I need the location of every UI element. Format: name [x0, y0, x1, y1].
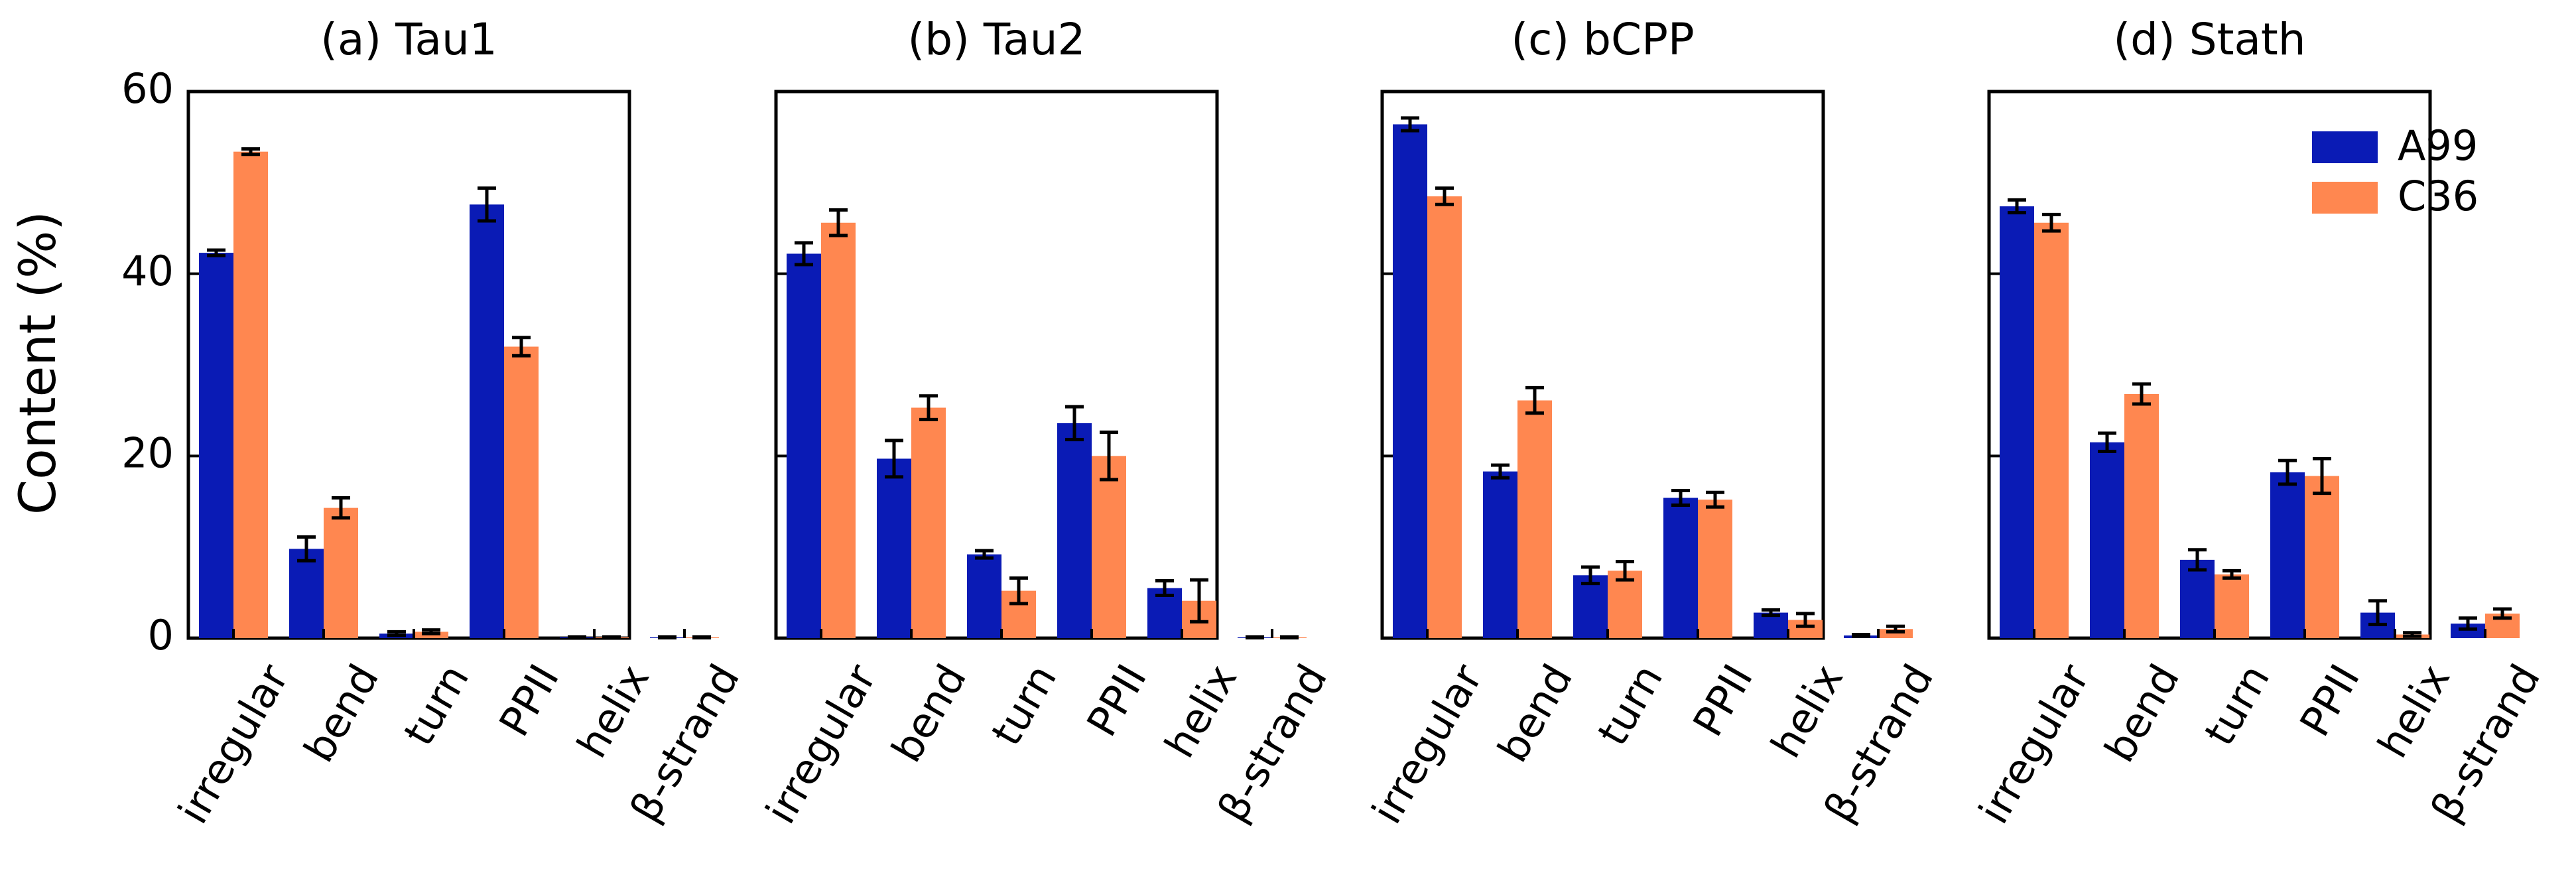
panel-title: (a) Tau1	[320, 14, 497, 65]
x-tick-label: irregular	[1362, 656, 1492, 832]
y-axis-label: Content (%)	[8, 211, 67, 515]
bar-c36-bend	[1517, 400, 1552, 638]
bar-a99-irregular	[2000, 206, 2034, 638]
y-tick-label: 0	[148, 611, 174, 659]
bar-c36-ppii	[2305, 476, 2339, 638]
bar-c36-turn	[1608, 570, 1642, 638]
bar-a99-bend	[289, 549, 324, 638]
bar-a99-ppii	[470, 204, 504, 638]
y-tick-label: 20	[121, 429, 174, 477]
y-axis-label-group: Content (%)	[8, 211, 67, 515]
panel-title: (c) bCPP	[1511, 14, 1694, 65]
x-tick-label: bend	[294, 656, 388, 770]
x-tick-label: helix	[1762, 656, 1853, 766]
bar-a99-turn	[2180, 559, 2215, 638]
x-tick-label: irregular	[756, 656, 885, 832]
x-tick-label: helix	[2368, 656, 2460, 766]
bar-a99-irregular	[787, 253, 821, 638]
x-tick-label: helix	[568, 656, 659, 766]
bar-c36-ppii	[1092, 456, 1126, 638]
bar-a99-turn	[967, 554, 1001, 638]
bar-a99-bend	[2090, 442, 2124, 638]
bar-c36-irregular	[233, 151, 268, 638]
bar-c36-ppii	[504, 346, 539, 638]
bar-c36-ppii	[1698, 500, 1732, 638]
x-tick-label: helix	[1155, 656, 1247, 766]
bar-c36-turn	[2215, 574, 2249, 638]
bar-c36-irregular	[821, 222, 856, 638]
bar-a99-bend	[1483, 471, 1517, 638]
bar-a99-irregular	[1393, 124, 1427, 638]
x-tick-label: PPII	[2290, 656, 2369, 744]
bar-c36-bend	[911, 407, 946, 638]
x-tick-label: bend	[1488, 656, 1582, 770]
x-tick-label: turn	[394, 656, 478, 754]
legend-label: C36	[2398, 172, 2479, 220]
x-tick-label: bend	[2095, 656, 2189, 770]
x-tick-label: PPII	[1683, 656, 1762, 744]
x-tick-label: turn	[1588, 656, 1672, 754]
x-tick-label: irregular	[168, 656, 298, 832]
x-tick-label: turn	[2195, 656, 2279, 754]
x-tick-label: PPII	[489, 656, 568, 744]
panel-title: (d) Stath	[2113, 14, 2305, 65]
bar-a99-ppii	[1057, 423, 1092, 638]
bar-c36-irregular	[2034, 222, 2069, 638]
bar-a99-ppii	[2270, 472, 2305, 638]
legend-swatch	[2312, 182, 2378, 214]
legend-label: A99	[2398, 121, 2478, 170]
bar-a99-bend	[877, 458, 911, 638]
bar-c36-bend	[324, 507, 358, 638]
bar-a99-β-strand	[2451, 624, 2485, 638]
bar-a99-turn	[1573, 575, 1608, 638]
x-tick-label: PPII	[1077, 656, 1156, 744]
legend-swatch	[2312, 131, 2378, 163]
x-tick-label: turn	[982, 656, 1066, 754]
y-tick-label: 60	[121, 64, 174, 113]
x-tick-label: irregular	[1969, 656, 2098, 832]
panel-title: (b) Tau2	[907, 14, 1085, 65]
bar-a99-irregular	[199, 253, 233, 639]
y-tick-label: 40	[121, 247, 174, 295]
x-tick-label: bend	[882, 656, 976, 770]
bar-c36-irregular	[1427, 196, 1462, 638]
bar-a99-ppii	[1663, 498, 1698, 638]
bar-c36-bend	[2124, 393, 2159, 638]
